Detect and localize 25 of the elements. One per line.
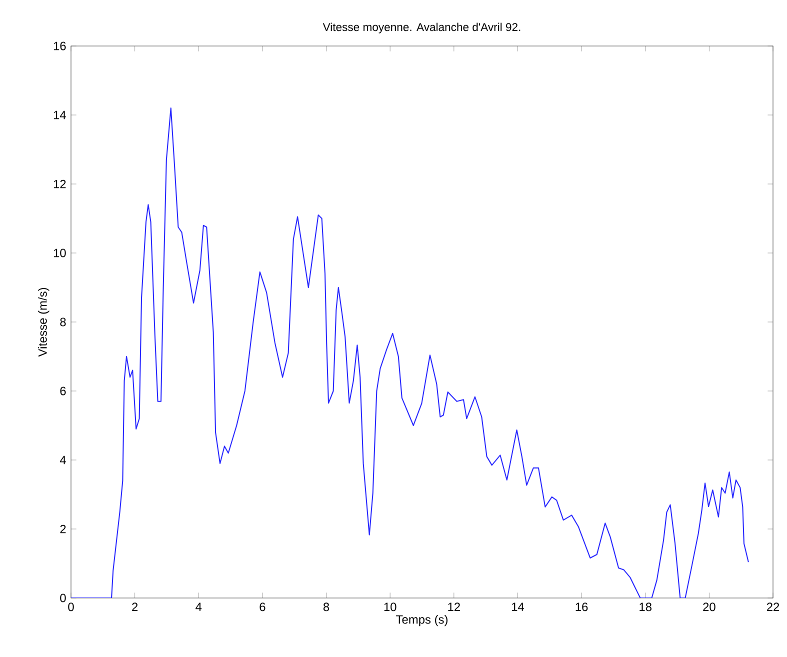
y-tick-label: 0 (60, 594, 66, 602)
x-tick-label: 20 (703, 602, 716, 612)
x-tick-label: 12 (448, 602, 460, 612)
y-tick-label: 10 (54, 248, 66, 258)
x-tick-label: 4 (196, 602, 202, 611)
x-tick-label: 14 (512, 602, 524, 611)
x-tick-label: 8 (323, 602, 330, 612)
y-tick-label: 12 (54, 180, 66, 188)
x-tick-label: 6 (260, 602, 266, 612)
y-axis-title: Vitesse (m/s) (38, 288, 50, 357)
x-axis-title: Temps (s) (396, 614, 448, 626)
x-tick-label: 2 (132, 602, 138, 612)
line-series (71, 108, 749, 598)
y-tick-label: 6 (60, 386, 66, 396)
x-tick-label: 10 (384, 602, 396, 612)
y-tick-label: 16 (54, 42, 66, 50)
y-tick-label: 14 (54, 110, 66, 120)
x-tick-label: 0 (68, 602, 74, 612)
y-tick-label: 4 (60, 456, 66, 464)
x-tick-label: 16 (576, 602, 588, 612)
x-tick-label: 22 (766, 602, 780, 612)
chart-title: Vitesse moyenne. Avalanche d'Avril 92. (322, 22, 520, 34)
y-tick-label: 8 (60, 318, 66, 326)
y-tick-label: 2 (60, 524, 66, 534)
x-tick-label: 18 (640, 602, 652, 612)
